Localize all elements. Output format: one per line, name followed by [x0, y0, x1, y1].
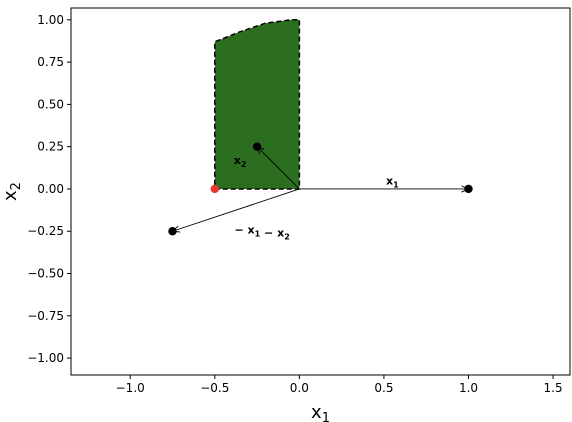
y-axis-label: x2 — [0, 182, 24, 201]
plot-frame — [70, 7, 571, 376]
y-tick-label: −0.50 — [27, 267, 64, 281]
point-x2 — [252, 142, 262, 151]
y-tick-label: 1.00 — [37, 13, 64, 27]
x-tick-label: 0.0 — [290, 381, 309, 395]
x-tick-label: 1.5 — [544, 381, 563, 395]
y-tick-label: 0.25 — [37, 140, 64, 154]
point-red-point — [210, 184, 219, 194]
y-tick-label: 0.50 — [37, 97, 64, 111]
y-tick-label: −0.75 — [27, 309, 64, 323]
x-tick-label: 1.0 — [459, 381, 478, 395]
vector-label-0: x1 — [386, 175, 399, 190]
vector-label-1: x2 — [234, 154, 247, 169]
vector-arrow-2 — [172, 188, 300, 231]
point--x1-x2 — [168, 227, 177, 236]
y-tick-label: 0.00 — [37, 182, 64, 196]
point-x1 — [464, 184, 473, 194]
x-tick-label: −0.5 — [200, 381, 229, 395]
y-tick-label: −1.00 — [27, 351, 64, 365]
x-axis-label: x1 — [311, 402, 330, 422]
feasible-region — [214, 19, 301, 190]
x-tick-label: 0.5 — [374, 381, 393, 395]
y-tick-label: 0.75 — [37, 55, 64, 69]
x-tick-label: −1.0 — [116, 381, 145, 395]
y-tick-label: −0.25 — [27, 224, 64, 238]
vector-arrow-1 — [257, 147, 300, 190]
vector-label-2: − x1 − x2 — [234, 224, 289, 242]
